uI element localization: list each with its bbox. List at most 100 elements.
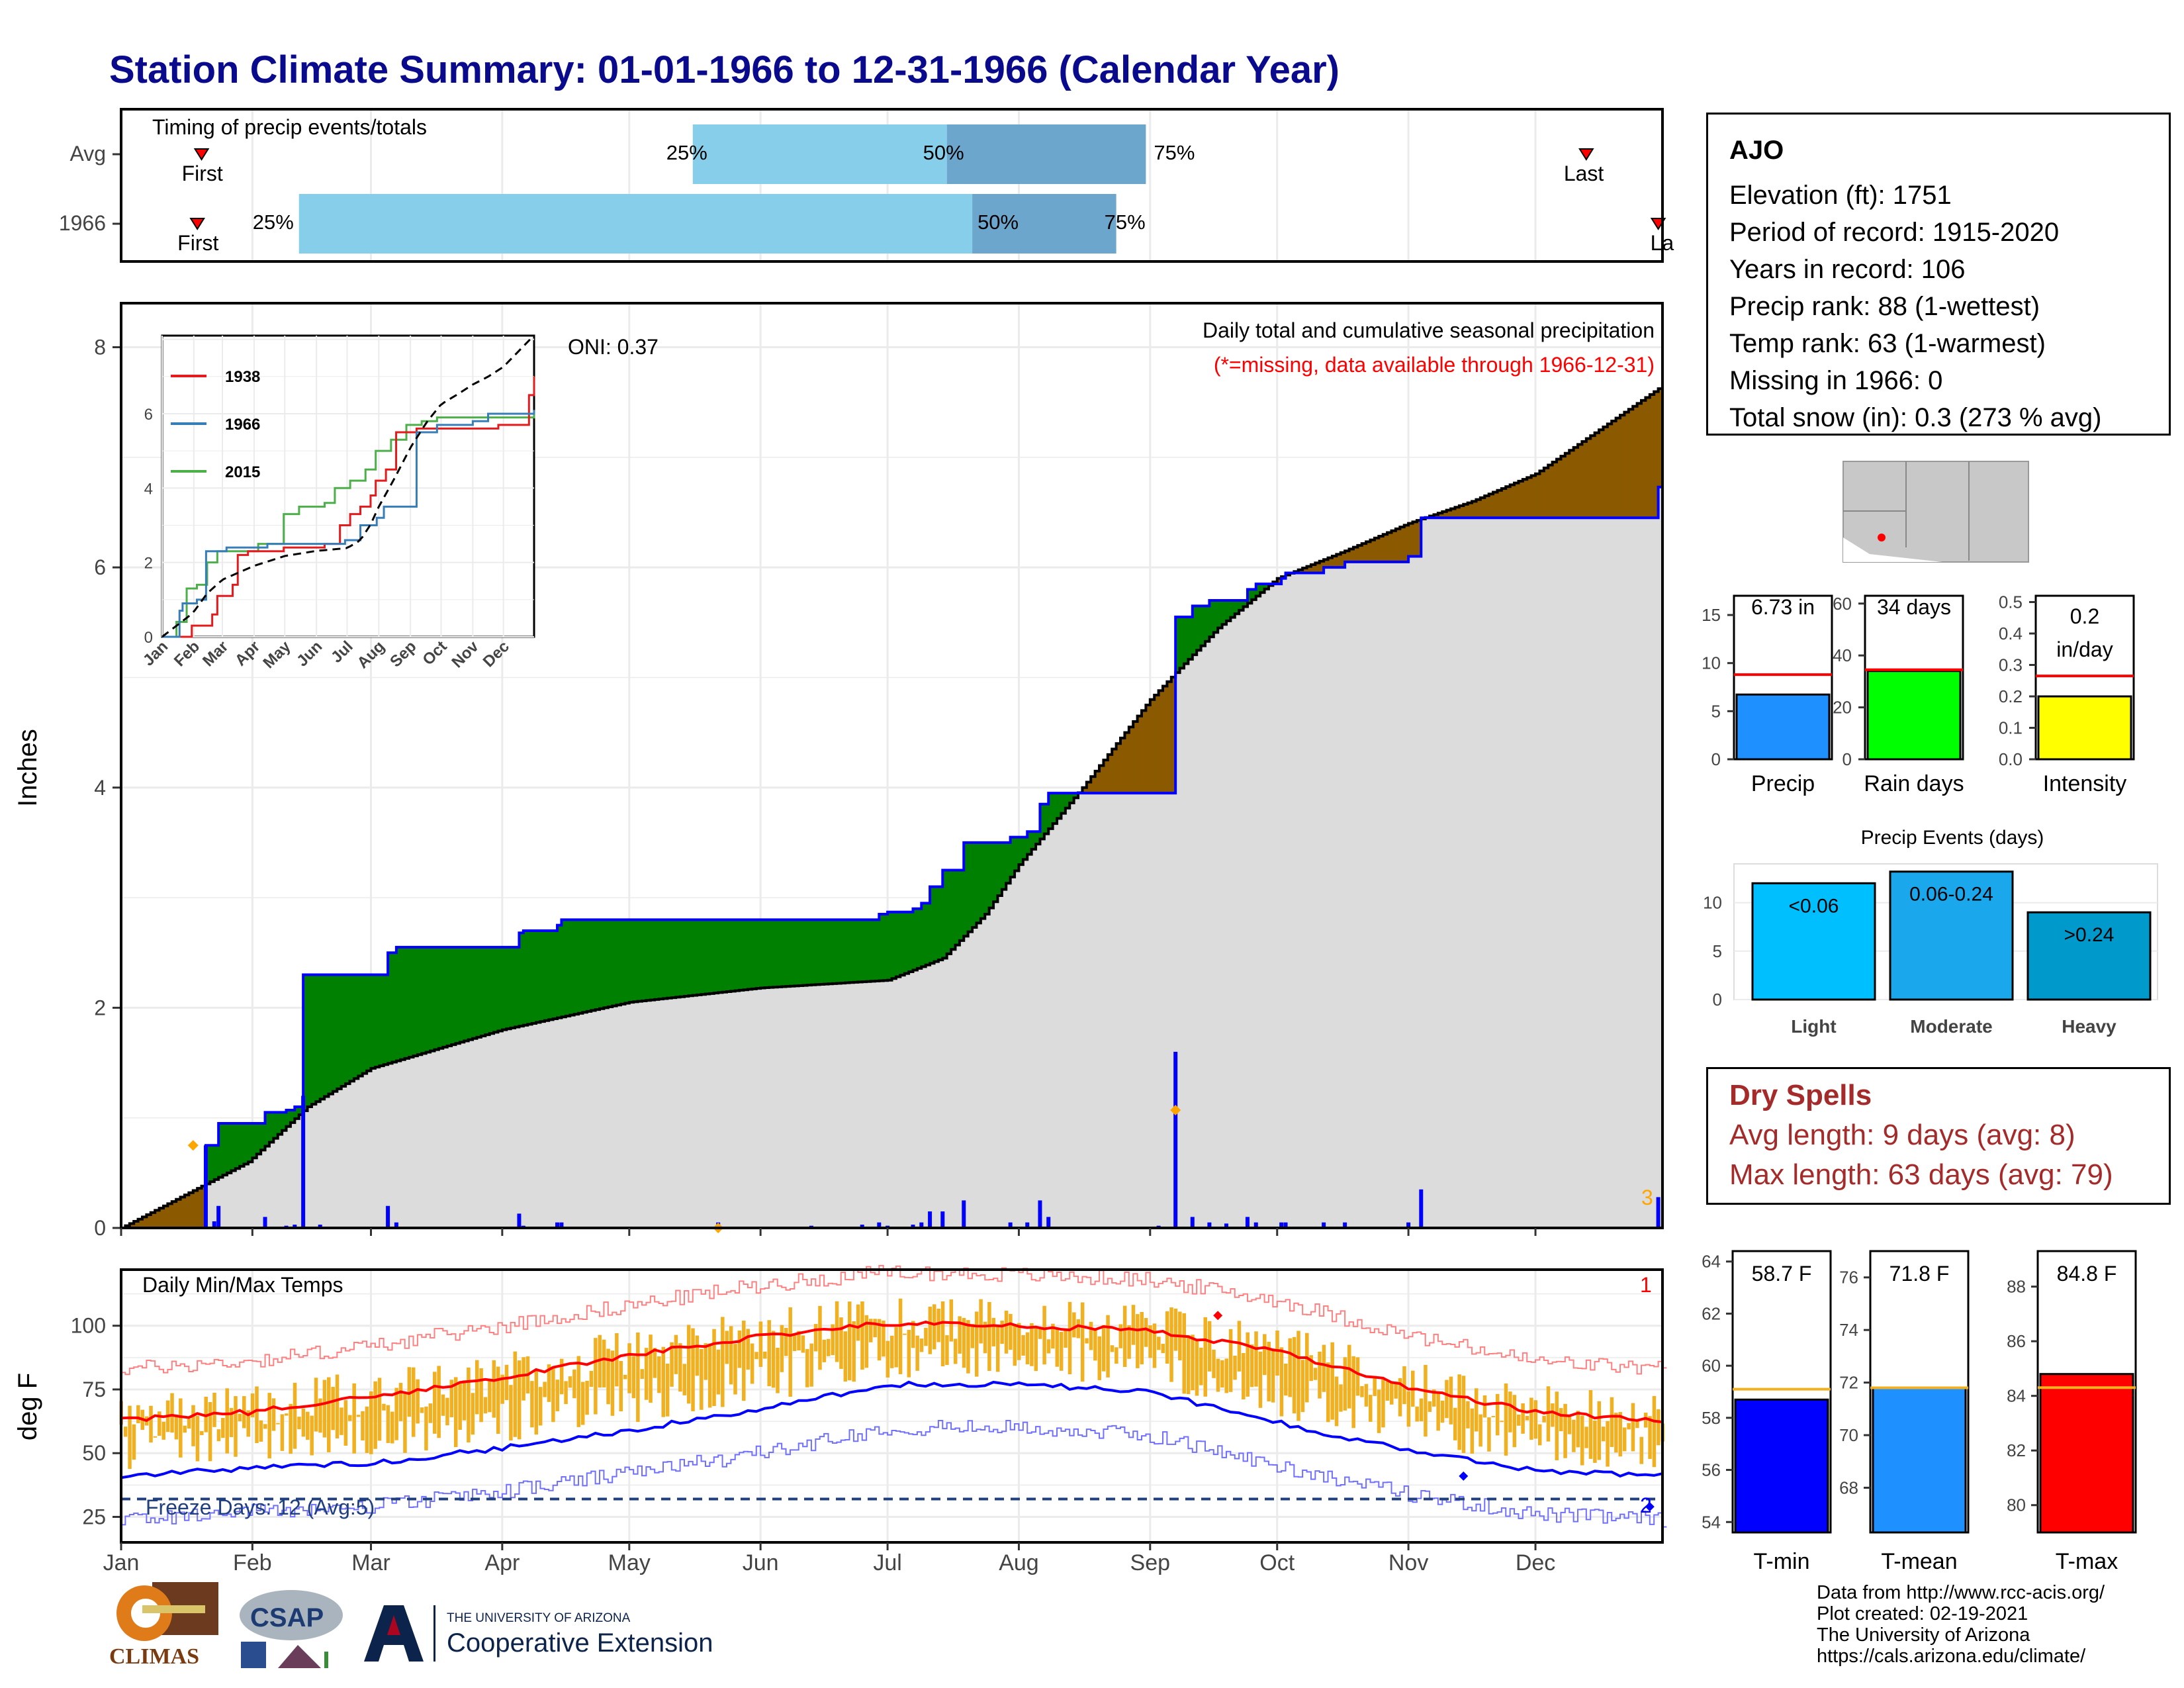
precip-diff-fill <box>523 930 528 1025</box>
daily-temp-bar <box>555 1380 560 1411</box>
inset-line-1938 <box>162 376 535 638</box>
daily-precip-bar <box>860 1225 864 1228</box>
daily-temp-bar <box>835 1301 839 1362</box>
daily-temp-bar <box>1385 1381 1390 1401</box>
precip-diff-fill <box>277 1112 283 1135</box>
daily-temp-bar <box>644 1348 649 1400</box>
daily-temp-bar <box>1559 1408 1563 1432</box>
precip-diff-fill <box>494 947 499 1033</box>
ua-logo-line2: Cooperative Extension <box>447 1628 713 1658</box>
daily-temp-bar <box>670 1342 674 1387</box>
summary-bar-tick: 10 <box>1702 653 1721 673</box>
daily-temp-bar <box>1246 1332 1250 1397</box>
precip-diff-fill <box>671 919 676 998</box>
daily-temp-bar <box>831 1324 835 1356</box>
daily-temp-bar <box>1318 1351 1322 1399</box>
precip-diff-fill <box>951 870 956 950</box>
precip-diff-fill <box>1061 793 1066 814</box>
precip-diff-fill <box>1366 541 1371 562</box>
daily-temp-bar <box>615 1333 619 1387</box>
daily-temp-bar <box>1212 1349 1216 1378</box>
temp-bar-tick: 64 <box>1702 1252 1721 1272</box>
precip-event-range: 0.06-0.24 <box>1909 884 1993 906</box>
precip-diff-fill <box>176 1199 181 1228</box>
daily-temp-bar <box>403 1393 407 1453</box>
precip-diff-fill <box>726 919 731 992</box>
precip-diff-fill <box>1383 534 1388 562</box>
precip-diff-fill <box>1391 530 1396 562</box>
precip-diff-fill <box>853 919 858 982</box>
precip-diff-fill <box>574 919 579 1015</box>
daily-temp-bar <box>483 1397 488 1414</box>
daily-temp-bar <box>758 1321 763 1367</box>
daily-temp-bar <box>327 1377 331 1452</box>
daily-temp-bar <box>1330 1342 1334 1420</box>
daily-temp-bar <box>285 1413 289 1416</box>
daily-temp-bar <box>653 1348 657 1378</box>
daily-precip-bar <box>517 1213 522 1228</box>
daily-temp-bar <box>1394 1382 1398 1399</box>
timing-row-label: 1966 <box>59 211 106 235</box>
precip-diff-fill <box>1561 456 1566 518</box>
daily-temp-bar <box>161 1421 165 1440</box>
avg-cumulative-line <box>121 385 1664 1229</box>
daily-temp-bar <box>428 1403 433 1423</box>
precip-diff-fill <box>430 947 435 1051</box>
daily-temp-bar <box>1203 1317 1207 1397</box>
precip-diff-fill <box>1328 557 1333 568</box>
daily-temp-bar <box>229 1407 234 1438</box>
summary-bar-fill <box>1735 693 1831 761</box>
precip-diff-fill <box>1501 488 1506 518</box>
daily-temp-bar <box>1267 1341 1271 1402</box>
daily-temp-bar <box>1118 1324 1123 1348</box>
precip-diff-fill <box>938 886 943 961</box>
precip-diff-fill <box>485 947 490 1035</box>
precip-diff-fill <box>1349 549 1354 562</box>
daily-temp-bar <box>903 1333 907 1335</box>
precip-diff-fill <box>400 947 406 1060</box>
daily-temp-bar <box>1343 1357 1347 1411</box>
daily-temp-bar <box>1529 1397 1533 1440</box>
summary-bar-tick: 60 <box>1833 594 1852 614</box>
daily-temp-bar <box>200 1430 204 1436</box>
precip-diff-fill <box>591 919 596 1011</box>
precip-diff-fill <box>629 919 634 1003</box>
daily-temp-bar <box>991 1317 996 1346</box>
daily-temp-bar <box>386 1405 390 1443</box>
precip-diff-fill <box>218 1123 224 1178</box>
daily-temp-bar <box>1449 1376 1453 1425</box>
precip-diff-fill <box>226 1123 232 1173</box>
daily-temp-bar <box>924 1327 928 1346</box>
summary-bar-value-unit: in/day <box>2056 637 2113 661</box>
station-info-box: AJO Elevation (ft): 1751 Period of recor… <box>1706 113 2171 436</box>
precip-diff-fill <box>1264 584 1269 589</box>
precip-diff-fill <box>608 919 613 1007</box>
daily-temp-bar <box>610 1350 615 1416</box>
precip-diff-fill <box>1658 389 1663 487</box>
precip-diff-fill <box>925 903 931 965</box>
daily-temp-bar <box>1648 1416 1652 1459</box>
daily-temp-bar <box>1631 1403 1635 1452</box>
precip-diff-fill <box>1476 499 1481 518</box>
daily-temp-bar <box>716 1349 721 1395</box>
precip-diff-fill <box>540 930 545 1022</box>
precip-diff-fill <box>1408 523 1414 557</box>
precip-diff-fill <box>477 947 482 1037</box>
daily-precip-bar <box>263 1217 267 1228</box>
timing-bar-q1 <box>692 124 947 184</box>
daily-temp-bar <box>873 1319 877 1338</box>
daily-temp-bar <box>1445 1380 1449 1419</box>
avg-min-temp-line <box>120 1380 1663 1479</box>
daily-precip-bar <box>394 1222 398 1228</box>
precip-diff-fill <box>1416 520 1422 557</box>
precip-diff-fill <box>1306 566 1312 573</box>
temp-bar-value: 58.7 F <box>1752 1262 1812 1286</box>
precip-diff-fill <box>705 919 710 994</box>
daily-temp-bar <box>1381 1377 1385 1428</box>
precip-diff-fill <box>1345 551 1350 562</box>
station-snow: Total snow (in): 0.3 (273 % avg) <box>1729 403 2102 432</box>
precip-diff-fill <box>1133 721 1138 794</box>
temp-bar-tick: 72 <box>1839 1373 1858 1393</box>
precip-diff-fill <box>1548 465 1553 518</box>
precip-diff-fill <box>1637 403 1642 518</box>
